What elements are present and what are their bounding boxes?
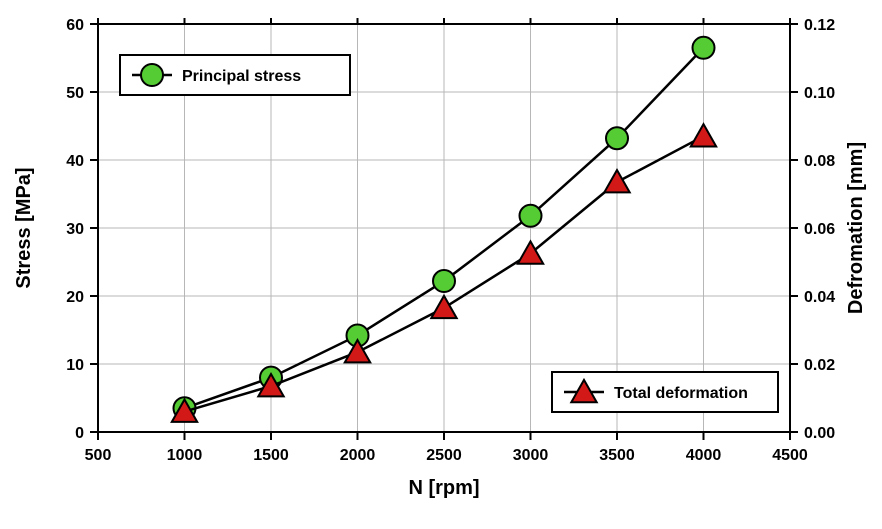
svg-text:N [rpm]: N [rpm] (408, 477, 479, 499)
svg-text:0.04: 0.04 (804, 289, 835, 306)
svg-text:30: 30 (66, 221, 84, 238)
svg-text:2500: 2500 (426, 447, 462, 464)
svg-text:0.00: 0.00 (804, 425, 835, 442)
svg-text:10: 10 (66, 357, 84, 374)
stress-deformation-chart: 500 1000 1500 2000 2500 3000 3500 4000 4500 0 10 20… (0, 0, 882, 529)
svg-text:4000: 4000 (686, 447, 722, 464)
svg-text:Principal stress: Principal stress (182, 68, 301, 85)
svg-text:1000: 1000 (167, 447, 203, 464)
svg-text:0.10: 0.10 (804, 85, 835, 102)
svg-text:40: 40 (66, 153, 84, 170)
svg-text:3000: 3000 (513, 447, 549, 464)
svg-text:500: 500 (85, 447, 112, 464)
svg-text:3500: 3500 (599, 447, 635, 464)
svg-text:0.08: 0.08 (804, 153, 835, 170)
legend-total-deformation: Total deformation (552, 372, 778, 412)
svg-text:0.06: 0.06 (804, 221, 835, 238)
svg-text:0.02: 0.02 (804, 357, 835, 374)
svg-text:0.12: 0.12 (804, 17, 835, 34)
legend-principal-stress: Principal stress (120, 55, 350, 95)
svg-text:60: 60 (66, 17, 84, 34)
svg-text:Defromation [mm]: Defromation [mm] (845, 142, 867, 314)
svg-text:Stress [MPa]: Stress [MPa] (13, 167, 35, 288)
svg-text:4500: 4500 (772, 447, 808, 464)
svg-text:2000: 2000 (340, 447, 376, 464)
svg-text:Total deformation: Total deformation (614, 385, 748, 402)
svg-text:1500: 1500 (253, 447, 289, 464)
svg-text:0: 0 (75, 425, 84, 442)
svg-text:20: 20 (66, 289, 84, 306)
svg-text:50: 50 (66, 85, 84, 102)
